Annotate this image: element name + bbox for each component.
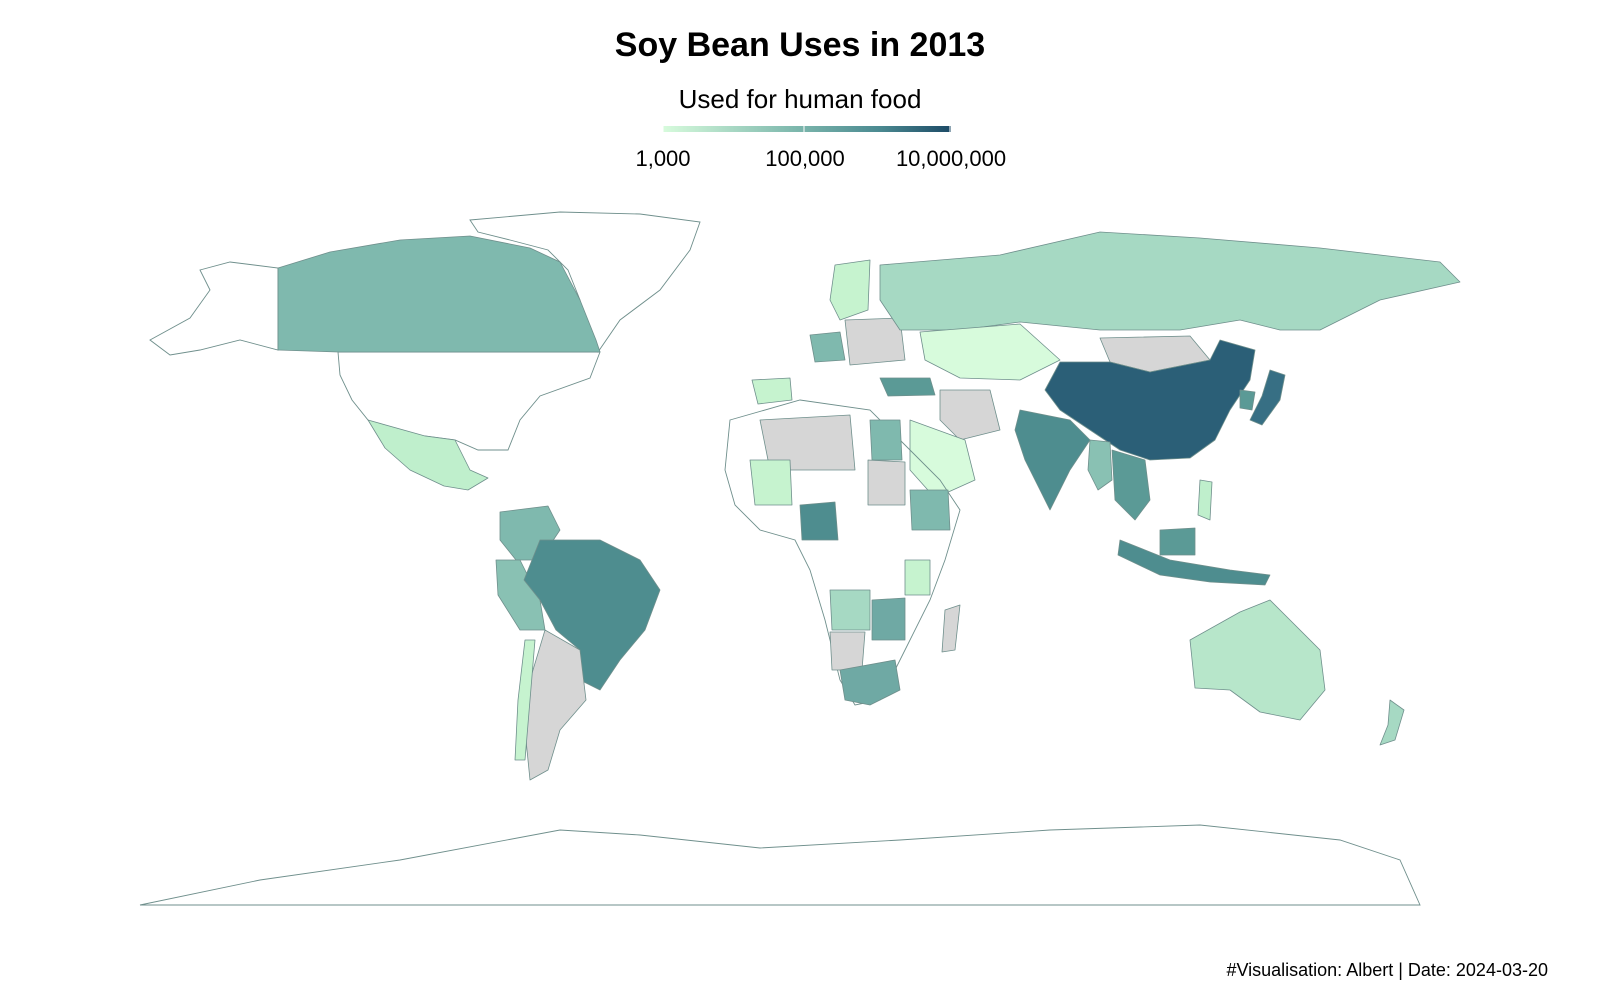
country-namibia	[829, 631, 866, 671]
country-borneo	[1159, 527, 1196, 556]
country-australia	[1189, 599, 1326, 721]
country-canada	[277, 235, 601, 353]
country-germany	[809, 331, 846, 363]
country-brazil	[523, 539, 661, 691]
country-sudan	[867, 459, 906, 506]
country-thailand-vietnam	[1111, 449, 1151, 521]
country-zambia-zimbabwe	[871, 597, 906, 641]
country-egypt	[869, 419, 903, 461]
country-new-zealand	[1379, 699, 1405, 746]
country-spain	[751, 377, 793, 405]
country-indonesia	[1117, 539, 1271, 586]
country-mali	[749, 459, 793, 506]
country-russia	[879, 231, 1461, 331]
legend-title: Used for human food	[678, 84, 922, 114]
country-india	[1014, 409, 1091, 511]
country-mexico	[367, 419, 489, 491]
country-madagascar	[941, 604, 961, 653]
country-china	[1044, 339, 1256, 461]
country-japan	[1249, 369, 1286, 426]
country-philippines	[1197, 479, 1213, 521]
country-algeria-libya	[759, 414, 856, 471]
page-title: Soy Bean Uses in 2013	[614, 26, 986, 64]
country-scandinavia	[829, 259, 871, 321]
country-ethiopia	[909, 489, 951, 531]
legend-tick-label: 1,000	[635, 146, 691, 171]
country-myanmar	[1087, 439, 1113, 491]
country-kazakhstan	[919, 323, 1061, 381]
alaska-outline	[149, 261, 279, 356]
usa-outline	[337, 351, 601, 451]
country-south-africa	[839, 659, 901, 706]
country-saudi-arabia	[909, 419, 976, 499]
caption: #Visualisation: Albert | Date: 2024-03-2…	[1226, 960, 1548, 980]
country-nigeria	[799, 501, 839, 541]
antarctica-outline	[139, 824, 1421, 906]
country-turkey	[879, 377, 936, 397]
country-tanzania	[904, 559, 931, 596]
legend-tick-label: 100,000	[765, 146, 845, 171]
country-angola	[829, 589, 871, 631]
legend-tick-label: 10,000,000	[895, 146, 1007, 171]
legend-color-bar	[663, 126, 951, 132]
country-south-korea	[1239, 389, 1256, 411]
country-chile	[514, 639, 536, 761]
country-eastern-europe	[844, 317, 906, 366]
country-iran	[939, 389, 1001, 441]
